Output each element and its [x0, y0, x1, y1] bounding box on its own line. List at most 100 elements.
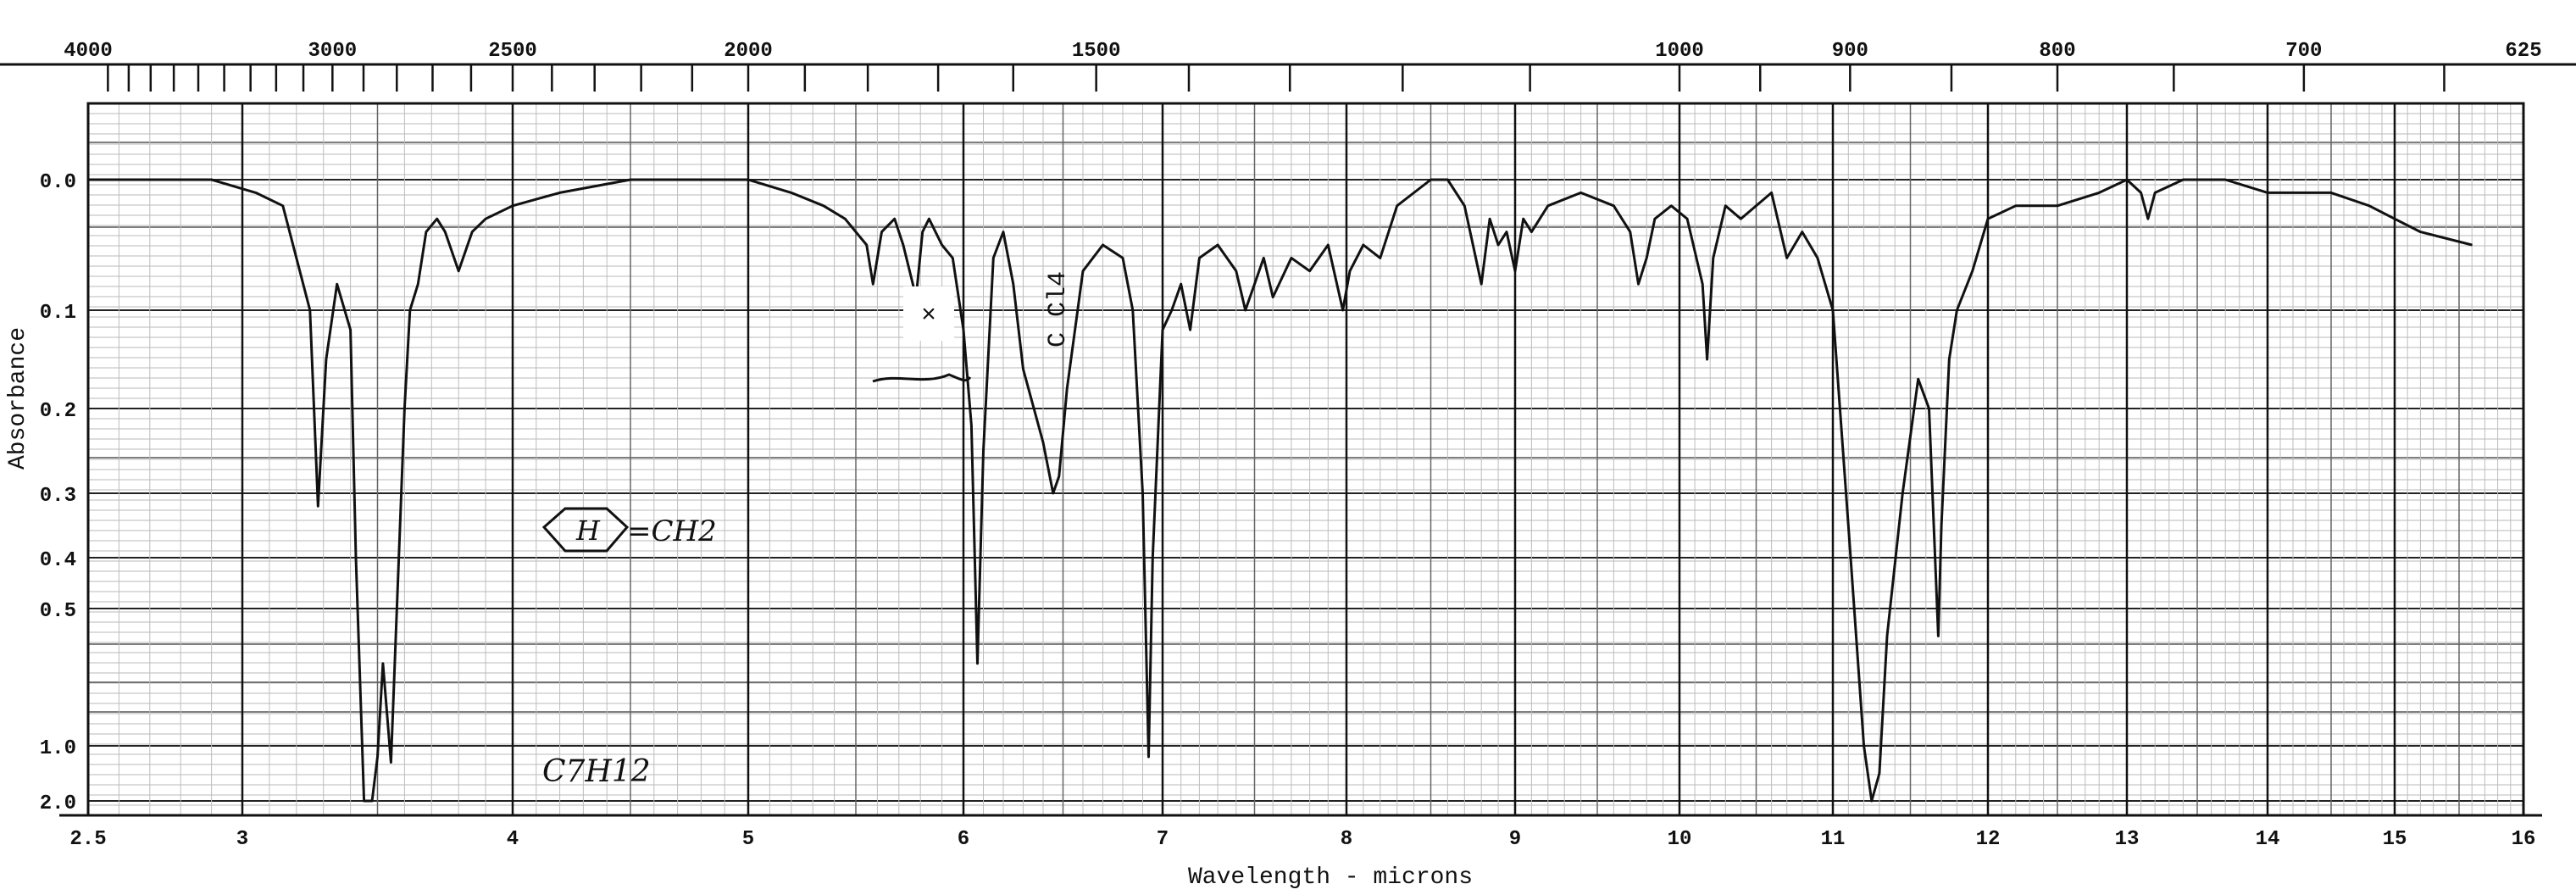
spectrum-point — [1217, 244, 1219, 246]
spectrum-point — [630, 179, 631, 181]
spectrum-point — [1066, 388, 1068, 390]
spectrum-point — [2471, 244, 2473, 246]
spectrum-point — [325, 359, 327, 360]
y-tick-label: 0.4 — [40, 549, 76, 572]
spectrum-point — [1971, 270, 1974, 272]
spectrum-point — [1629, 231, 1631, 233]
bottom-tick-label: 16 — [2512, 828, 2536, 851]
spectrum-point — [1058, 475, 1060, 477]
spectrum-point — [1847, 525, 1850, 526]
top-tick-label: 2500 — [488, 40, 537, 63]
spectrum-point — [928, 218, 930, 220]
spectrum-point — [2140, 192, 2142, 194]
top-tick-label: 700 — [2285, 40, 2322, 63]
spectrum-point — [363, 800, 365, 802]
spectrum-point — [1396, 205, 1398, 207]
spectrum-point — [1940, 525, 1942, 526]
spectrum-point — [1327, 244, 1330, 246]
spectrum-point — [1272, 296, 1274, 298]
x-mark-box — [903, 286, 954, 341]
spectrum-point — [1122, 257, 1124, 259]
spectrum-point — [1506, 231, 1507, 233]
spectrum-point — [1430, 179, 1432, 181]
spectrum-point — [458, 270, 459, 272]
bottom-tick-label: 7 — [1157, 828, 1169, 851]
top-wavenumber-labels: 4000 3000 2500 2000 1500 1000 900 800 700 625 — [64, 40, 2541, 63]
grid-lines — [86, 103, 2525, 816]
spectrum-series — [87, 178, 2473, 803]
bottom-tick-label: 2.5 — [69, 828, 106, 851]
y-tick-label: 1.0 — [40, 737, 76, 760]
spectrum-point — [1349, 270, 1351, 272]
spectrum-point — [1713, 257, 1714, 259]
spectrum-point — [893, 218, 896, 220]
plot-frame — [0, 63, 2576, 817]
top-tick-label: 2000 — [724, 40, 773, 63]
spectrum-point — [941, 244, 943, 246]
spectrum-point — [1613, 205, 1615, 207]
spectrum-point — [1480, 283, 1482, 286]
cyclohexane-ring-drawing — [541, 507, 630, 553]
spectrum-point — [1879, 772, 1880, 775]
spectrum-point — [2330, 192, 2332, 194]
spectrum-point — [425, 231, 427, 233]
spectrum-point — [1646, 257, 1647, 259]
spectrum-point — [791, 192, 792, 194]
spectrum-point — [1832, 309, 1834, 311]
spectrum-point — [355, 557, 357, 559]
spectrum-point — [371, 800, 373, 802]
spectrum-point — [1235, 270, 1237, 272]
spectrum-point — [1147, 756, 1150, 758]
spectrum-point — [1706, 359, 1708, 360]
spectrum-point — [1171, 309, 1173, 311]
spectrum-point — [982, 450, 985, 452]
spectrum-point — [1579, 192, 1582, 194]
bottom-tick-label: 12 — [1976, 828, 2001, 851]
y-tick-label: 0.1 — [40, 302, 76, 325]
spectrum-point — [1522, 218, 1524, 220]
spectrum-point — [1002, 231, 1004, 233]
y-tick-label: 0.5 — [40, 600, 76, 623]
spectrum-point — [1141, 492, 1144, 494]
spectrum-point — [349, 329, 352, 331]
spectrum-point — [1817, 257, 1818, 259]
spectrum-point — [963, 329, 964, 331]
spectrum-point — [872, 283, 874, 286]
spectrum-point — [558, 192, 561, 194]
spectrum-point — [2368, 205, 2370, 207]
top-tick-label: 1500 — [1072, 40, 1121, 63]
top-tick-label: 1000 — [1655, 40, 1704, 63]
spectrum-point — [1022, 368, 1024, 370]
spectrum-point — [1937, 635, 1940, 637]
spectrum-point — [2224, 179, 2226, 181]
spectrum-point — [210, 179, 213, 181]
bottom-tick-label: 6 — [958, 828, 969, 851]
spectrum-point — [844, 218, 847, 220]
y-tick-label: 2.0 — [40, 792, 76, 815]
spectrum-point — [1180, 283, 1182, 286]
spectrum-point — [1987, 218, 1989, 220]
bottom-tick-label: 5 — [742, 828, 754, 851]
spectrum-point — [1489, 218, 1491, 220]
spectrum-point — [2098, 192, 2100, 194]
spectrum-point — [436, 218, 438, 220]
spectrum-point — [390, 761, 392, 764]
impurity-scribble — [872, 373, 972, 383]
spectrum-point — [1363, 244, 1364, 246]
bottom-tick-label: 8 — [1341, 828, 1352, 851]
spectrum-point — [1189, 329, 1191, 331]
top-tick-label: 900 — [1832, 40, 1868, 63]
bottom-tick-label: 3 — [236, 828, 248, 851]
spectrum-point — [1686, 218, 1688, 220]
bottom-tick-label: 4 — [507, 828, 519, 851]
spectrum-point — [1901, 492, 1904, 494]
spectrum-point — [282, 205, 284, 207]
spectrum-point — [1702, 283, 1703, 286]
spectrum-point — [403, 408, 406, 409]
top-tick-label: 625 — [2505, 40, 2541, 63]
spectrum-point — [1497, 244, 1499, 246]
spectrum-point — [1244, 309, 1246, 311]
spectrum-point — [1291, 257, 1292, 259]
spectrum-point — [336, 283, 338, 286]
spectrum-point — [823, 205, 824, 207]
